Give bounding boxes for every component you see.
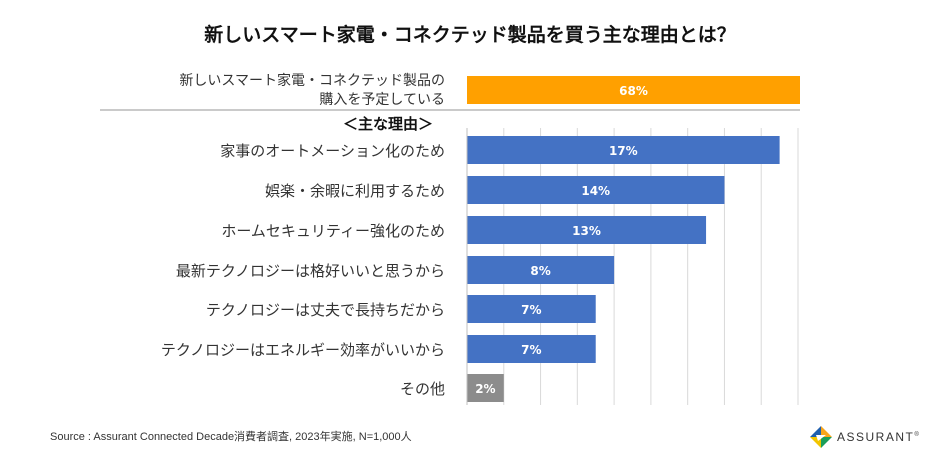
bar-value-label: 14% [581, 184, 610, 198]
bar [467, 374, 504, 402]
category-label: 最新テクノロジーは格好いいと思うから [176, 262, 445, 280]
category-label: その他 [400, 380, 445, 398]
bar-value-label: 2% [475, 382, 495, 396]
section-label: ＜主な理由＞ [343, 115, 433, 133]
bar [467, 216, 707, 244]
category-label: ホームセキュリティー強化のため [221, 222, 445, 240]
bar-value-label: 17% [609, 144, 638, 158]
logo-registered-mark: ® [914, 432, 921, 438]
source-note: Source : Assurant Connected Decade消費者調査,… [50, 431, 412, 443]
category-label: テクノロジーはエネルギー効率がいいから [161, 341, 445, 359]
assurant-logo-icon [810, 426, 832, 448]
bar [467, 295, 596, 323]
bar-value-label: 13% [572, 224, 601, 238]
bar-value-label: 7% [521, 303, 541, 317]
headline-bar [467, 76, 800, 104]
assurant-logo: ASSURANT® [810, 426, 920, 448]
bar [467, 335, 596, 363]
category-label: 娯楽・余暇に利用するため [265, 182, 445, 200]
category-label: 家事のオートメーション化のため [220, 142, 445, 160]
headline-label-line: 購入を予定している [319, 92, 445, 108]
bar-value-label: 7% [521, 343, 541, 357]
logo-text: ASSURANT® [837, 430, 920, 444]
bar-value-label: 8% [530, 264, 550, 278]
logo-name: ASSURANT [837, 430, 915, 444]
chart-title: 新しいスマート家電・コネクテッド製品を買う主な理由とは？ [204, 24, 736, 46]
headline-label-line: 新しいスマート家電・コネクテッド製品の [179, 72, 445, 89]
bar [467, 256, 615, 284]
headline-value-label: 68% [619, 84, 648, 98]
category-label: テクノロジーは丈夫で長持ちだから [206, 301, 445, 319]
bar [467, 176, 725, 204]
bar [467, 136, 780, 164]
